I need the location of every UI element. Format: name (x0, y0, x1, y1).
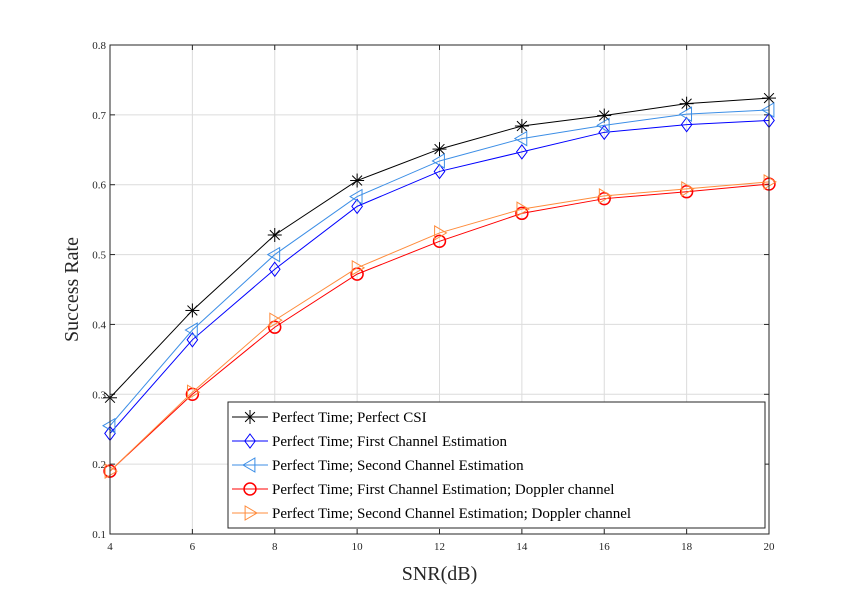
legend-marker (243, 410, 257, 424)
legend-item: Perfect Time; First Channel Estimation; … (232, 482, 614, 498)
data-point (761, 102, 775, 118)
series-line (109, 183, 770, 472)
y-tick-label: 0.3 (92, 389, 106, 401)
data-point (763, 174, 777, 190)
data-point (351, 259, 366, 276)
x-tick-label: 6 (190, 541, 196, 553)
x-tick-label: 12 (434, 541, 445, 553)
x-tick-label: 4 (107, 541, 113, 553)
legend-item: Perfect Time; Perfect CSI (232, 410, 427, 426)
data-point (432, 234, 447, 248)
series-perfect-time-second-channel-estimation (102, 102, 775, 434)
series-line (109, 109, 770, 427)
data-point (104, 463, 118, 480)
legend-label: Perfect Time; First Channel Estimation (272, 434, 507, 450)
x-tick-label: 16 (599, 541, 611, 553)
legend-label: Perfect Time; First Channel Estimation; … (272, 482, 614, 498)
y-tick-label: 0.8 (92, 40, 106, 52)
y-tick-label: 0.7 (92, 110, 106, 122)
data-point (598, 188, 613, 204)
y-tick-label: 0.6 (92, 180, 106, 192)
data-point (516, 144, 528, 160)
x-tick-label: 10 (352, 541, 364, 553)
data-point (514, 119, 529, 134)
data-point (266, 246, 281, 263)
legend-item: Perfect Time; First Channel Estimation (232, 433, 507, 450)
data-point (349, 188, 363, 205)
legend-label: Perfect Time; Second Channel Estimation (272, 458, 524, 474)
y-tick-label: 0.4 (92, 319, 106, 331)
legend: Perfect Time; Perfect CSI Perfect Time; F… (227, 401, 766, 529)
y-tick-label: 0.1 (92, 529, 106, 541)
series-perfect-time-perfect-csi (103, 91, 776, 405)
legend-label: Perfect Time; Second Channel Estimation;… (272, 506, 631, 522)
data-point (678, 106, 693, 123)
data-point (434, 225, 448, 241)
data-point (596, 117, 610, 134)
x-axis-label: SNR(dB) (402, 563, 478, 585)
x-tick-label: 14 (516, 541, 528, 553)
legend-box (227, 401, 766, 529)
data-point (186, 384, 201, 401)
data-point (597, 191, 611, 206)
axis-ticks: 4 6 8 10 12 14 16 18 20 0.1 0.2 0.3 0.4 0.5 0.6 0.7 0.8 (92, 40, 775, 553)
y-axis-label: Success Rate (61, 237, 83, 342)
data-point (431, 153, 445, 169)
x-tick-label: 18 (681, 541, 693, 553)
data-point (679, 185, 694, 199)
data-point (268, 261, 281, 278)
series-line (109, 119, 770, 434)
y-tick-label: 0.2 (92, 459, 106, 471)
data-point (515, 206, 529, 221)
data-point (186, 331, 199, 348)
data-point (516, 201, 530, 218)
data-point (102, 417, 116, 434)
data-point (268, 320, 282, 334)
legend-marker (244, 505, 258, 521)
data-point (432, 142, 447, 157)
data-point (185, 303, 200, 318)
data-point (680, 116, 693, 133)
data-point (598, 124, 611, 141)
legend-marker (242, 457, 256, 473)
data-point (681, 181, 695, 197)
legend-marker (243, 482, 257, 496)
series-layer (102, 91, 777, 480)
data-point (351, 198, 363, 215)
data-point (433, 163, 446, 180)
legend-label: Perfect Time; Perfect CSI (272, 410, 427, 426)
data-point (184, 322, 198, 338)
legend-marker (244, 433, 256, 449)
series-line (109, 181, 770, 472)
data-point (267, 228, 282, 243)
data-point (513, 130, 528, 147)
data-point (350, 173, 365, 188)
x-tick-label: 8 (272, 541, 278, 553)
legend-item: Perfect Time; Second Channel Estimation (232, 457, 524, 474)
x-tick-label: 20 (764, 541, 776, 553)
legend-item: Perfect Time; Second Channel Estimation;… (232, 505, 631, 522)
data-point (269, 312, 283, 329)
data-point (679, 96, 694, 111)
series-perfect-time-second-channel-estimation-doppler-channel (104, 174, 777, 480)
y-tick-label: 0.5 (92, 250, 106, 262)
plot-frame (109, 44, 770, 535)
